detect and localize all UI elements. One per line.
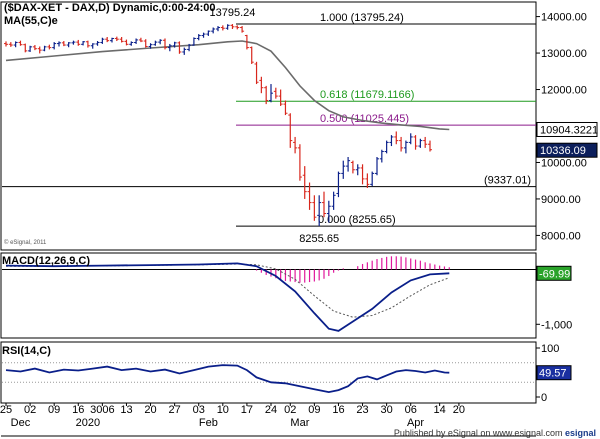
fib-level-label: 0.000 (8255.65) [318, 214, 396, 226]
month-label: Dec [11, 417, 31, 429]
macd-signal-line [6, 263, 450, 318]
ma-line [5, 40, 450, 131]
price-tag: 10904.3221 [540, 124, 598, 136]
fib-level-label: 0.618 (11679.1166) [320, 89, 414, 101]
rsi-tick-label: 0 [541, 392, 547, 404]
x-tick-label: 09 [48, 404, 60, 416]
price-tick-label: 8000.00 [541, 230, 581, 242]
footer: Published by eSignal on www.esignal.com … [394, 428, 596, 438]
macd-value-box [536, 265, 572, 281]
x-tick-label: 14 [434, 404, 446, 416]
macd-panel: -1,000 -69.99 [2, 256, 572, 332]
macd-value: -69.99 [539, 268, 570, 280]
price-tick-label: 12000.00 [541, 85, 587, 97]
x-tick-label: 16 [332, 404, 344, 416]
macd-line [5, 262, 450, 332]
x-tick-label: 06 [405, 404, 417, 416]
month-label: 2020 [76, 417, 100, 429]
rsi-tick-label: 100 [541, 343, 559, 355]
price-tag-box [536, 142, 598, 158]
price-annotation: 8255.65 [299, 233, 339, 245]
copyright-label: © eSignal, 2011 [4, 239, 47, 246]
rsi-value: 49.57 [539, 368, 567, 380]
fib-level-label: 1.000 (13795.24) [320, 12, 404, 24]
fib-level-label: 0.500 (11025.445) [320, 113, 409, 125]
rsi-frame [0, 341, 537, 404]
x-tick-label: 25 [0, 404, 12, 416]
x-tick-label: 16 [72, 404, 84, 416]
rsi-panel: 100 0 49.57 [2, 343, 572, 404]
rsi-label: RSI(14,C) [2, 345, 51, 357]
x-tick-label: 24 [265, 404, 277, 416]
x-tick-label: 02 [24, 404, 36, 416]
rsi-value-box [536, 365, 572, 381]
x-tick-label: 17 [241, 404, 253, 416]
x-tick-label: 13 [120, 404, 132, 416]
price-panel: 14000.0013000.0012000.0011000.0010000.00… [2, 7, 598, 245]
month-label: Feb [199, 417, 218, 429]
x-tick-label: 20 [453, 404, 465, 416]
esignal-logo: esignal [564, 428, 596, 438]
x-tick-label: 23 [356, 404, 368, 416]
x-tick-label: 27 [169, 404, 181, 416]
price-tag: 10336.09 [540, 145, 586, 157]
chart-title: ($DAX-XET - DAX,D) Dynamic,0:00-24:00 [4, 2, 216, 14]
x-tick-label: 09 [308, 404, 320, 416]
x-axis: 25 02 09 16 3006 13 20 27 03 10 17 24 02 09 16 23 30 06 14… [0, 403, 465, 429]
x-tick-label: 10 [217, 404, 229, 416]
macd-label: MACD(12,26,9,C) [2, 255, 90, 267]
price-annotation: 13795.24 [210, 7, 256, 19]
ma-label: MA(55,C)e [4, 15, 58, 27]
x-tick-label: 30 [381, 404, 393, 416]
month-label: Mar [290, 417, 309, 429]
price-tick-label: 10000.00 [541, 157, 587, 169]
x-tick-label: 03 [193, 404, 205, 416]
x-tick-label: 3006 [90, 404, 114, 416]
x-tick-label: 02 [284, 404, 296, 416]
price-tag-box [536, 121, 598, 137]
price-tick-label: 9000.00 [541, 194, 581, 206]
footer-text: Published by eSignal on www.esignal.com [393, 428, 563, 438]
month-label: Apr [407, 417, 424, 429]
support-label: (9337.01) [484, 175, 531, 187]
macd-tick-label: -1,000 [541, 319, 572, 331]
price-tick-label: 14000.00 [541, 12, 587, 24]
rsi-line [5, 364, 450, 394]
x-tick-label: 20 [144, 404, 156, 416]
price-frame [0, 1, 537, 251]
price-tick-label: 13000.00 [541, 48, 587, 60]
macd-frame [0, 252, 537, 339]
